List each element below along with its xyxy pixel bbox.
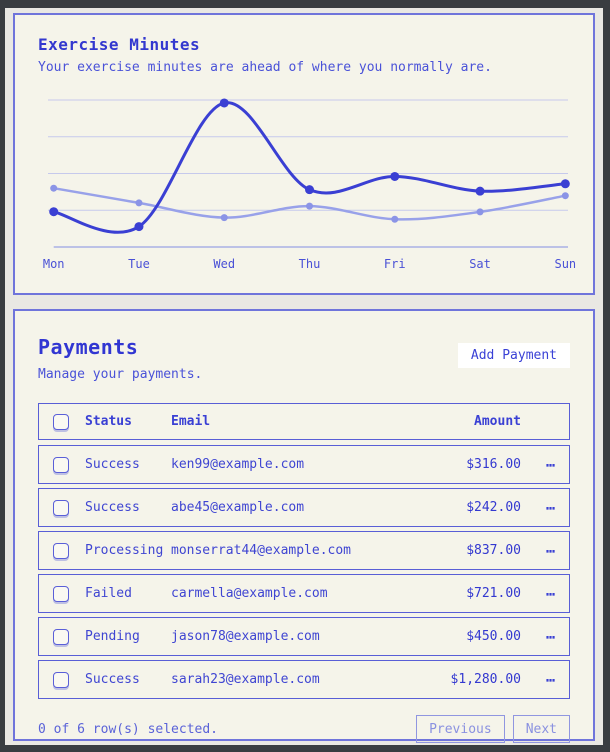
chart-x-tick-label: Wed [213,257,235,271]
cell-status: Pending [85,629,140,644]
chart-data-point-average [391,215,399,223]
row-checkbox[interactable] [53,671,69,688]
chart-data-point-today [219,98,229,108]
chart-data-point-average [476,208,484,216]
add-payment-button[interactable]: Add Payment [457,343,570,368]
cell-amount: $837.00 [466,543,521,558]
row-actions-ellipsis-icon[interactable]: ⋯ [538,585,555,604]
payments-table: Status Email Amount Success ken99@example… [38,403,570,699]
cell-email: monserrat44@example.com [171,543,352,558]
select-all-checkbox[interactable] [53,413,69,430]
chart-data-point-average [306,202,314,210]
payments-table-body: Success ken99@example.com $316.00 ⋯ Success a… [38,445,570,699]
cell-email: carmella@example.com [171,586,328,601]
row-actions-cell: ⋯ [521,670,555,690]
row-checkbox[interactable] [53,628,69,645]
cell-status: Failed [85,586,132,601]
cell-amount: $242.00 [466,500,521,515]
row-actions-ellipsis-icon[interactable]: ⋯ [538,628,555,647]
row-actions-cell: ⋯ [521,455,555,475]
exercise-minutes-card: Mon Tue Wed Thu Fri Sat Sun Exercise Minutes Y… [13,13,595,295]
selection-status-text: 0 of 6 row(s) selected. [38,721,219,737]
pagination: Previous Next [416,715,570,743]
chart-data-point-today [475,186,485,196]
table-row: Failed carmella@example.com $721.00 ⋯ [38,574,570,613]
cell-email: ken99@example.com [171,457,305,472]
row-checkbox[interactable] [53,585,69,602]
card-title: Payments [38,335,139,359]
chart-x-tick-label: Sat [469,257,491,271]
chart-data-point-today [134,222,144,232]
chart-data-point-average [135,199,143,207]
cell-email: abe45@example.com [171,500,305,515]
cell-status: Processing [85,543,164,558]
table-row: Success ken99@example.com $316.00 ⋯ [38,445,570,484]
table-row: Success abe45@example.com $242.00 ⋯ [38,488,570,527]
card-subtitle: Manage your payments. [38,367,203,382]
row-actions-cell: ⋯ [521,627,555,647]
chart-data-point-average [50,184,58,192]
row-actions-cell: ⋯ [521,584,555,604]
cell-amount: $1,280.00 [450,672,521,687]
table-row: Processing monserrat44@example.com $837.00… [38,531,570,570]
payments-card: Payments Add Payment Manage your payment… [13,309,595,744]
column-header-status: Status [85,414,132,429]
column-header-amount: Amount [474,414,521,429]
card-title: Exercise Minutes [38,35,201,54]
chart-x-tick-label: Thu [299,257,321,271]
row-checkbox[interactable] [53,456,69,473]
chart-x-tick-label: Tue [128,257,150,271]
row-actions-cell: ⋯ [521,498,555,518]
table-row: Pending jason78@example.com $450.00 ⋯ [38,617,570,656]
cell-status: Success [85,672,140,687]
card-subtitle: Your exercise minutes are ahead of where… [38,60,492,75]
cell-email: sarah23@example.com [171,672,320,687]
row-actions-ellipsis-icon[interactable]: ⋯ [538,542,555,561]
chart-data-point-today [305,185,315,195]
chart-x-tick-label: Sun [554,257,576,271]
row-actions-ellipsis-icon[interactable]: ⋯ [538,456,555,475]
chart-data-point-average [561,192,569,200]
row-actions-ellipsis-icon[interactable]: ⋯ [538,671,555,690]
previous-page-button[interactable]: Previous [416,715,505,743]
row-actions-ellipsis-icon[interactable]: ⋯ [538,499,555,518]
chart-x-tick-label: Fri [384,257,406,271]
table-footer: 0 of 6 row(s) selected. Previous Next [38,714,570,744]
cell-amount: $450.00 [466,629,521,644]
cell-amount: $721.00 [466,586,521,601]
cell-amount: $316.00 [466,457,521,472]
exercise-line-chart: Mon Tue Wed Thu Fri Sat Sun [43,98,576,271]
table-row: Success sarah23@example.com $1,280.00 ⋯ [38,660,570,699]
cell-status: Success [85,457,140,472]
chart-data-point-today [390,171,400,181]
cell-email: jason78@example.com [171,629,320,644]
row-checkbox[interactable] [53,542,69,559]
row-checkbox[interactable] [53,499,69,516]
table-header-row: Status Email Amount [38,403,570,440]
row-actions-cell: ⋯ [521,541,555,561]
chart-x-tick-label: Mon [43,257,65,271]
chart-data-point-today [49,207,59,217]
next-page-button[interactable]: Next [512,715,570,743]
cell-status: Success [85,500,140,515]
chart-line-today [52,101,567,234]
column-header-email: Email [171,414,211,429]
chart-data-point-average [220,214,228,222]
chart-data-point-today [560,179,570,189]
